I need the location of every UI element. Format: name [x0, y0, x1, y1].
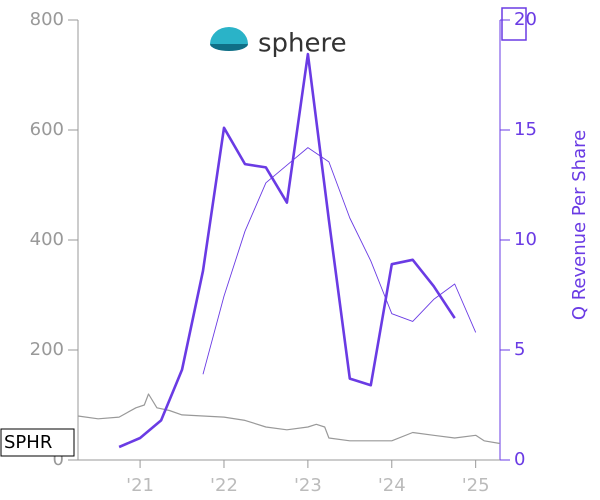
ticker-box: [0, 428, 75, 457]
y-tick-label: 400: [30, 229, 64, 250]
series-line: [202, 147, 477, 375]
logo-icon: [210, 27, 248, 44]
y-tick-label: 0: [53, 449, 64, 470]
y2-tick-label: 15: [514, 119, 537, 140]
x-tick-label: '25: [462, 475, 490, 496]
y2-axis-label: Q Revenue Per Share: [569, 130, 590, 320]
series-line: [77, 393, 501, 445]
series-line: [118, 52, 456, 449]
y-tick-label: 800: [30, 9, 64, 30]
x-tick-label: '22: [210, 475, 238, 496]
logo-text: sphere: [258, 29, 347, 59]
marker-box: [501, 7, 527, 41]
y2-tick-label: 5: [514, 339, 525, 360]
y-tick-label: 200: [30, 339, 64, 360]
y-tick-label: 600: [30, 119, 64, 140]
x-tick-label: '23: [294, 475, 322, 496]
x-tick-label: '24: [378, 475, 406, 496]
y2-tick-label: 10: [514, 229, 537, 250]
y2-tick-label: 20: [514, 9, 537, 30]
y2-tick-label: 0: [514, 449, 525, 470]
x-tick-label: '21: [126, 475, 154, 496]
ticker: SPHR: [4, 432, 52, 453]
